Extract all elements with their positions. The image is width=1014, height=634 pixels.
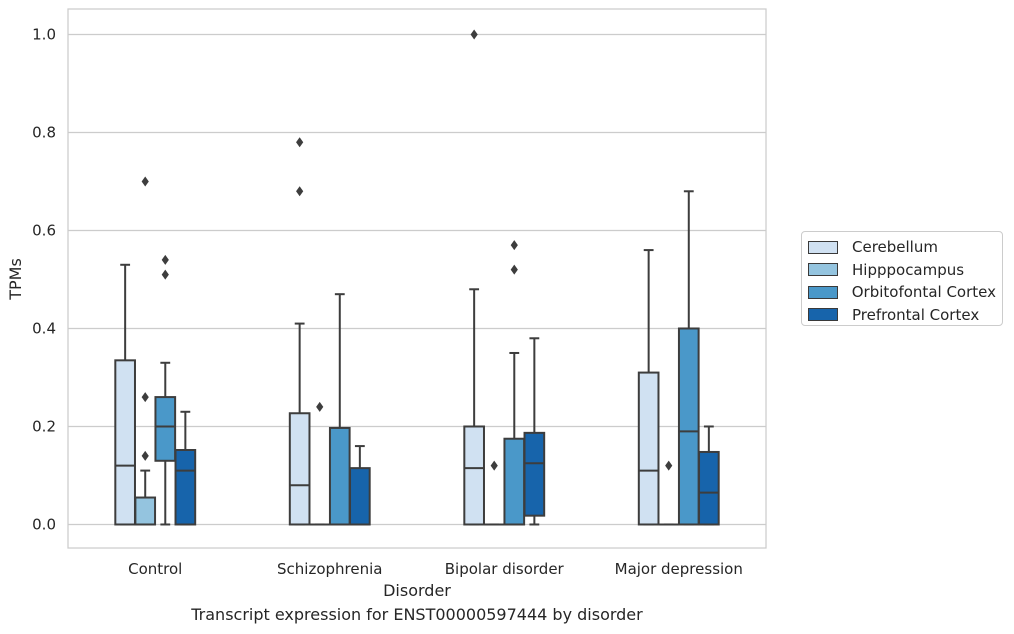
outlier-point [296, 186, 304, 197]
outlier-point [141, 176, 149, 187]
box-iqr [288, 412, 311, 526]
box-marks [114, 29, 720, 526]
outlier-point [665, 460, 673, 471]
plot-area-frame [67, 8, 767, 549]
legend-item: Prefrontal Cortex [808, 304, 996, 327]
box-iqr [503, 437, 526, 526]
box-iqr [698, 450, 720, 526]
box-iqr [134, 496, 157, 526]
legend-item: Orbitofontal Cortex [808, 281, 996, 304]
x-tick-label: Control [128, 560, 182, 578]
legend-label: Cerebellum [852, 238, 938, 257]
legend-swatch [808, 240, 838, 254]
outlier-point [141, 392, 149, 403]
outlier-point [510, 264, 518, 275]
box-iqr [174, 449, 197, 526]
box-group [288, 137, 311, 526]
box-group [637, 249, 660, 526]
x-tick-label: Bipolar disorder [445, 560, 565, 578]
box-group [698, 425, 720, 526]
legend-label: Hipppocampus [852, 260, 965, 279]
box-iqr [677, 327, 700, 526]
box-group [463, 29, 485, 526]
x-axis-ticks: Control Schizophrenia Bipolar disorder Majo… [128, 560, 743, 578]
box-group [523, 337, 546, 526]
y-axis-title: TPMs [6, 258, 25, 301]
box-group [349, 445, 371, 526]
y-tick-label: 0.6 [32, 221, 56, 239]
box-iqr [637, 371, 660, 526]
box-iqr [328, 426, 351, 526]
y-tick-label: 0.4 [32, 319, 56, 337]
box-group [174, 410, 197, 526]
box-group [677, 190, 700, 526]
y-tick-label: 0.8 [32, 123, 56, 141]
legend-swatch [808, 263, 838, 277]
chart-caption: Transcript expression for ENST0000059744… [191, 605, 643, 624]
box-group [114, 263, 136, 526]
legend: Cerebellum Hipppocampus Orbitofontal Corte… [801, 231, 1003, 326]
x-tick-label: Schizophrenia [277, 560, 382, 578]
legend-item: Cerebellum [808, 236, 996, 259]
legend-swatch [808, 308, 838, 322]
y-tick-label: 0.2 [32, 417, 56, 435]
box-group [309, 401, 330, 526]
legend-label: Prefrontal Cortex [852, 305, 980, 324]
outlier-point [161, 254, 169, 265]
y-tick-label: 1.0 [32, 25, 56, 43]
outlier-point [316, 401, 324, 412]
outlier-point [141, 450, 149, 461]
legend-swatch [808, 285, 838, 299]
outlier-point [161, 269, 169, 280]
box-iqr [349, 467, 371, 526]
box-group [503, 240, 526, 526]
box-iqr [523, 431, 546, 517]
outlier-point [470, 29, 478, 40]
box-iqr [114, 359, 136, 526]
box-group [328, 293, 351, 526]
box-group [484, 460, 505, 526]
box-group [134, 176, 157, 526]
outlier-point [296, 137, 304, 148]
outlier-point [490, 460, 498, 471]
box-group [154, 254, 177, 526]
y-tick-label: 0.0 [32, 515, 56, 533]
x-axis-title: Disorder [383, 581, 451, 600]
outlier-point [510, 240, 518, 251]
box-iqr [463, 425, 485, 526]
y-axis-ticks: 0.0 0.2 0.4 0.6 0.8 1.0 [32, 25, 56, 533]
legend-label: Orbitofontal Cortex [851, 283, 996, 302]
x-tick-label: Major depression [615, 560, 743, 578]
box-iqr [154, 396, 177, 462]
legend-item: Hipppocampus [808, 259, 996, 282]
box-group [658, 460, 679, 526]
